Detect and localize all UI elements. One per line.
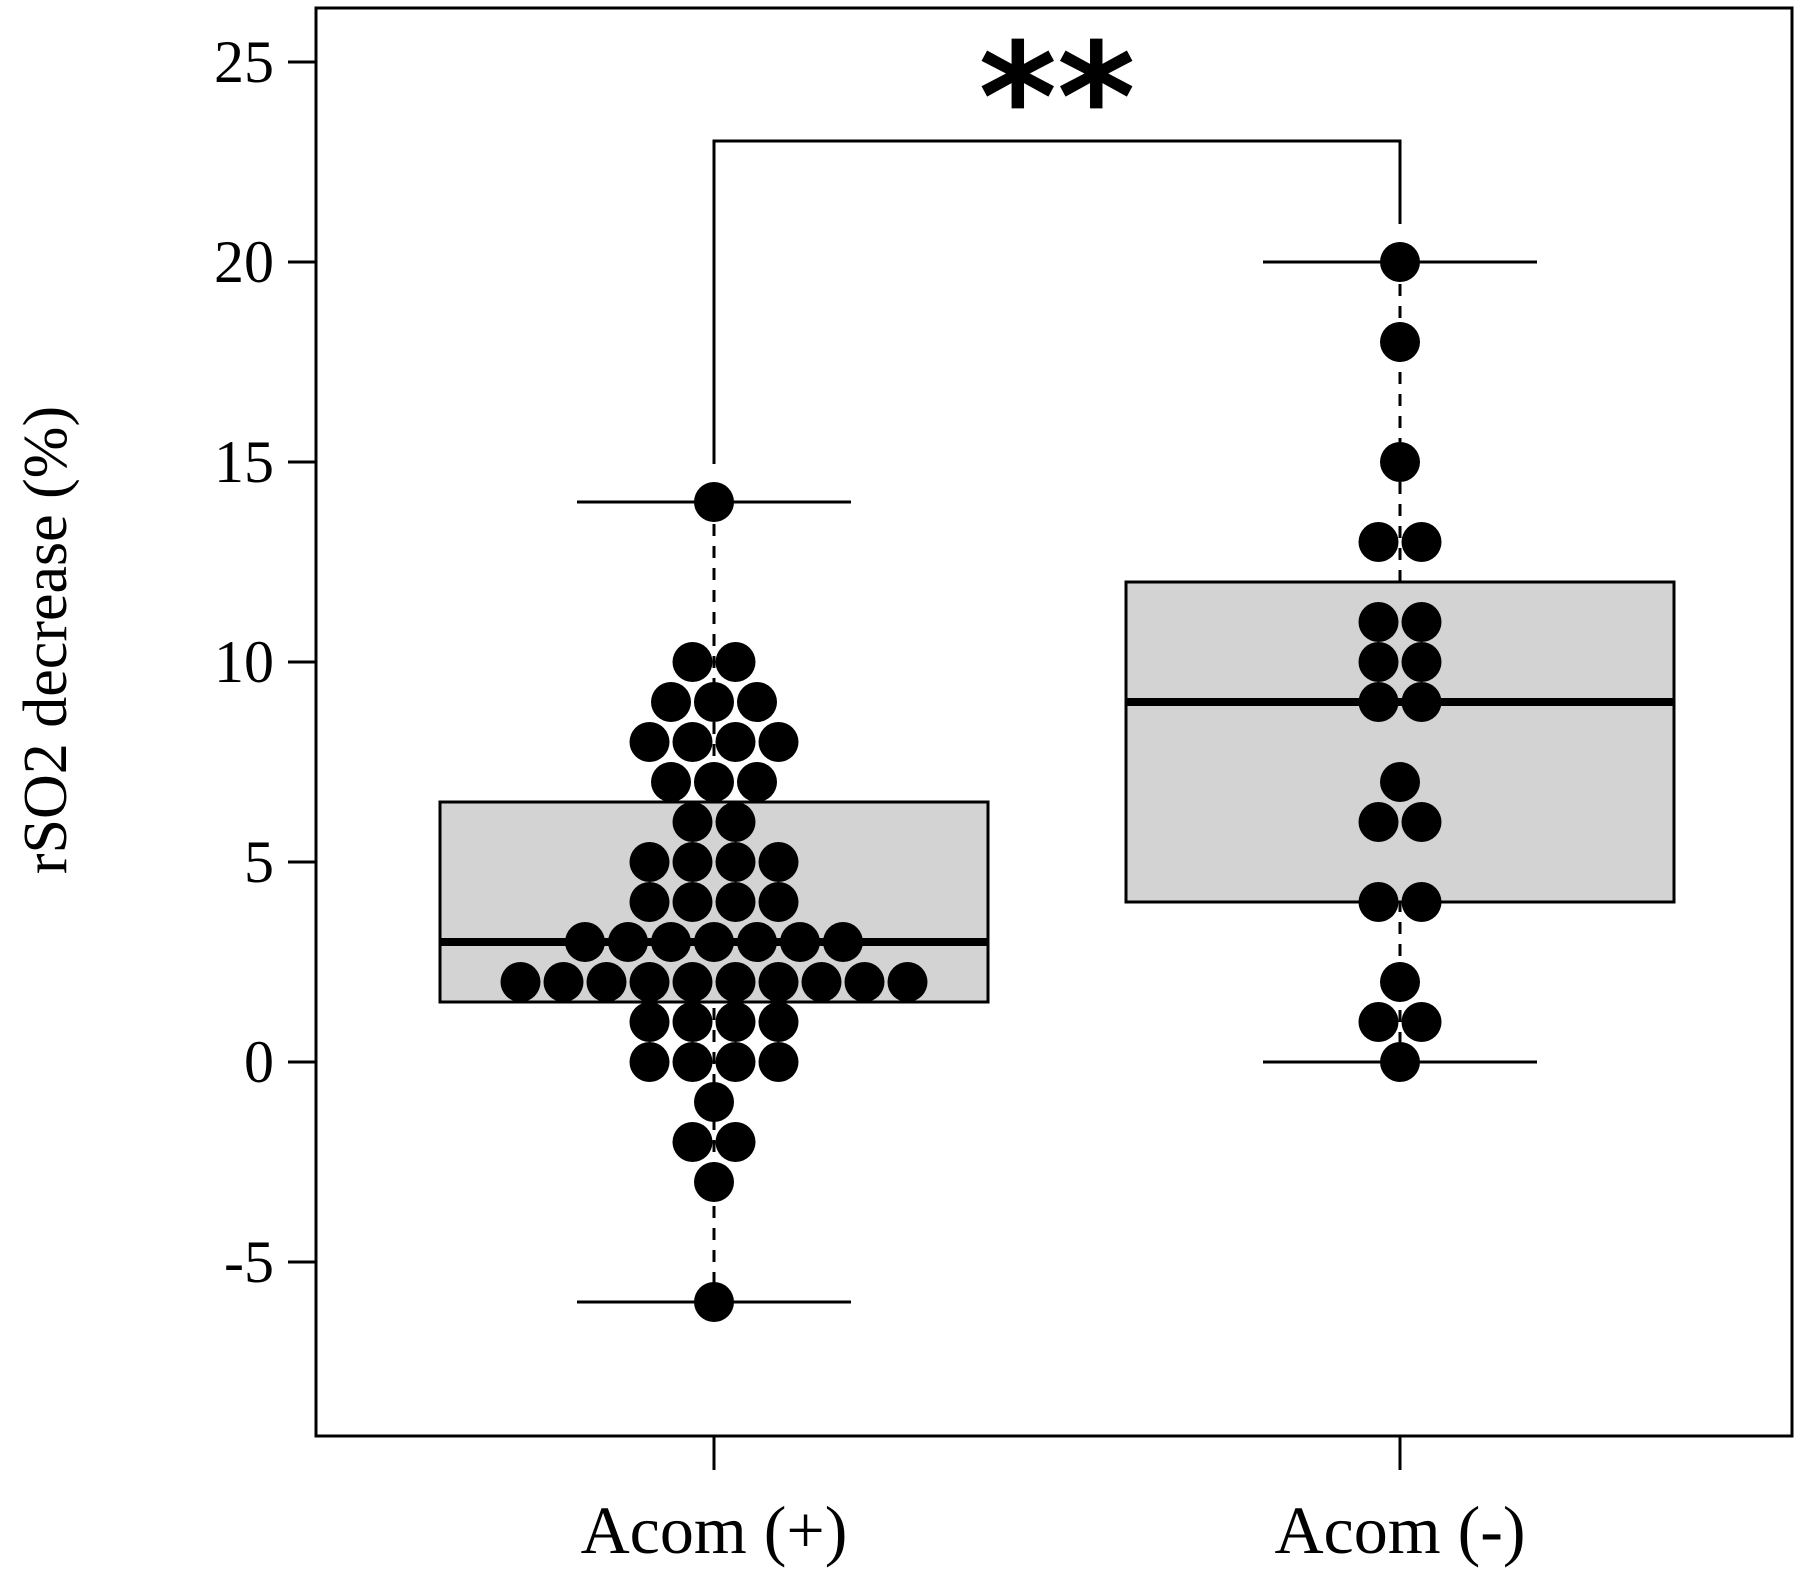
data-point — [586, 962, 627, 1002]
data-point — [737, 762, 777, 802]
x-category-label: Acom (+) — [581, 1492, 848, 1568]
data-point — [1380, 242, 1420, 282]
significance-bracket: ** — [712, 12, 1402, 464]
data-point — [694, 922, 734, 962]
data-point — [694, 762, 734, 802]
data-point — [500, 962, 541, 1002]
data-point — [629, 1042, 670, 1082]
data-point — [651, 922, 691, 962]
data-point — [672, 1122, 713, 1162]
y-tick-label: 25 — [214, 29, 274, 95]
data-point — [1380, 962, 1420, 1002]
data-point — [715, 642, 756, 682]
data-point — [737, 922, 777, 962]
data-point — [758, 722, 799, 762]
data-point — [629, 842, 670, 882]
data-point — [672, 642, 713, 682]
data-point — [694, 1162, 734, 1202]
data-point — [1401, 802, 1442, 842]
data-point — [565, 922, 605, 962]
y-tick-label: 15 — [214, 429, 274, 495]
significance-label: ** — [979, 12, 1136, 186]
data-point — [715, 1042, 756, 1082]
data-point — [1358, 642, 1399, 682]
y-axis-title: rSO2 decrease (%) — [12, 406, 80, 874]
box-group — [438, 260, 1676, 1304]
data-point — [1401, 682, 1442, 722]
data-point — [758, 962, 799, 1002]
data-point — [844, 962, 885, 1002]
data-point — [672, 722, 713, 762]
data-point — [651, 762, 691, 802]
data-point — [737, 682, 777, 722]
data-point — [1380, 442, 1420, 482]
data-point — [823, 922, 863, 962]
data-point — [1358, 602, 1399, 642]
data-point — [715, 722, 756, 762]
data-point — [1401, 1002, 1442, 1042]
data-point — [672, 802, 713, 842]
y-tick-label: 10 — [214, 629, 274, 695]
data-point — [1358, 522, 1399, 562]
y-tick-label: -5 — [224, 1229, 274, 1295]
y-tick-label: 20 — [214, 229, 274, 295]
data-point — [1401, 882, 1442, 922]
data-point — [1401, 522, 1442, 562]
data-point — [887, 962, 928, 1002]
data-point — [672, 1002, 713, 1042]
data-point — [1358, 882, 1399, 922]
data-point — [694, 482, 734, 522]
data-point — [629, 962, 670, 1002]
data-point — [1380, 762, 1420, 802]
significance-line — [712, 139, 1402, 464]
y-tick-label: 0 — [244, 1029, 274, 1095]
data-point — [1380, 322, 1420, 362]
data-point — [672, 842, 713, 882]
x-axis: Acom (+) Acom (-) — [581, 1436, 1526, 1568]
iqr-box — [1124, 580, 1676, 904]
x-category-label: Acom (-) — [1274, 1492, 1525, 1568]
data-point — [780, 922, 820, 962]
data-point — [1358, 802, 1399, 842]
y-axis: -5 0 5 10 15 20 25 — [214, 29, 318, 1295]
data-point — [543, 962, 584, 1002]
data-point — [1401, 642, 1442, 682]
data-point — [629, 1002, 670, 1042]
data-point — [694, 682, 734, 722]
data-point — [1358, 682, 1399, 722]
data-point — [629, 882, 670, 922]
data-point — [672, 882, 713, 922]
data-point — [715, 962, 756, 1002]
data-points — [500, 242, 1442, 1322]
data-point — [715, 802, 756, 842]
data-point — [758, 842, 799, 882]
data-point — [715, 1122, 756, 1162]
y-tick-label: 5 — [244, 829, 274, 895]
data-point — [651, 682, 691, 722]
data-point — [1358, 1002, 1399, 1042]
data-point — [1401, 602, 1442, 642]
data-point — [629, 722, 670, 762]
data-point — [608, 922, 648, 962]
data-point — [758, 1042, 799, 1082]
data-point — [672, 962, 713, 1002]
data-point — [715, 882, 756, 922]
data-point — [1380, 1042, 1420, 1082]
data-point — [715, 842, 756, 882]
data-point — [758, 1002, 799, 1042]
data-point — [672, 1042, 713, 1082]
data-point — [694, 1282, 734, 1322]
data-point — [694, 1082, 734, 1122]
data-point — [801, 962, 842, 1002]
data-point — [715, 1002, 756, 1042]
data-point — [758, 882, 799, 922]
